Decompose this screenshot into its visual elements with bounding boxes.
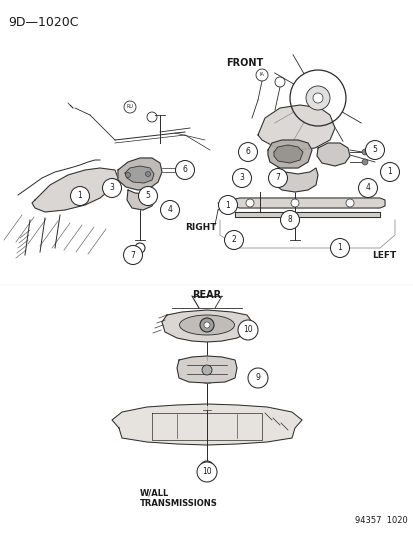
Text: •: •	[205, 465, 208, 471]
Circle shape	[380, 163, 399, 182]
Text: 8: 8	[287, 215, 292, 224]
Text: 94357  1020: 94357 1020	[354, 516, 407, 525]
Circle shape	[247, 368, 267, 388]
Text: 5: 5	[145, 191, 150, 200]
Polygon shape	[230, 198, 384, 208]
Circle shape	[358, 179, 377, 198]
Text: 6: 6	[245, 148, 250, 157]
Circle shape	[123, 246, 142, 264]
Text: 10: 10	[202, 467, 211, 477]
Text: RIGHT: RIGHT	[185, 223, 216, 232]
Circle shape	[204, 322, 209, 328]
Text: 6: 6	[182, 166, 187, 174]
Text: 4: 4	[365, 183, 370, 192]
Circle shape	[199, 318, 214, 332]
Circle shape	[135, 243, 145, 253]
Polygon shape	[274, 168, 317, 192]
Text: W/ALL
TRANSMISSIONS: W/ALL TRANSMISSIONS	[140, 488, 217, 508]
Circle shape	[160, 200, 179, 220]
Circle shape	[175, 160, 194, 180]
Circle shape	[138, 187, 157, 206]
Polygon shape	[316, 143, 349, 166]
Ellipse shape	[179, 315, 234, 335]
Circle shape	[361, 149, 367, 155]
Circle shape	[218, 196, 237, 214]
Circle shape	[330, 238, 349, 257]
Text: 1: 1	[225, 200, 230, 209]
Polygon shape	[112, 404, 301, 445]
Polygon shape	[235, 212, 379, 217]
Polygon shape	[273, 145, 302, 163]
Text: IA: IA	[259, 72, 264, 77]
Polygon shape	[257, 105, 334, 150]
Text: FRONT: FRONT	[226, 58, 263, 68]
Circle shape	[245, 199, 254, 207]
Circle shape	[232, 168, 251, 188]
Circle shape	[197, 462, 216, 482]
Circle shape	[238, 142, 257, 161]
Text: 9: 9	[255, 374, 260, 383]
Circle shape	[280, 211, 299, 230]
Circle shape	[237, 320, 257, 340]
Circle shape	[102, 179, 121, 198]
Text: 10: 10	[242, 326, 252, 335]
Circle shape	[199, 461, 214, 475]
Circle shape	[361, 159, 367, 165]
Polygon shape	[118, 158, 161, 190]
Circle shape	[268, 168, 287, 188]
Text: 7: 7	[275, 174, 280, 182]
Text: 4: 4	[167, 206, 172, 214]
Polygon shape	[177, 356, 236, 383]
Polygon shape	[161, 310, 252, 342]
Circle shape	[290, 199, 298, 207]
Circle shape	[145, 172, 150, 176]
Polygon shape	[125, 166, 154, 183]
Text: 5: 5	[372, 146, 377, 155]
Text: RU: RU	[126, 104, 133, 109]
Circle shape	[345, 199, 353, 207]
Text: 3: 3	[239, 174, 244, 182]
Text: 1: 1	[337, 244, 342, 253]
Polygon shape	[32, 168, 118, 212]
Text: 3: 3	[109, 183, 114, 192]
Polygon shape	[127, 190, 154, 210]
Circle shape	[202, 365, 211, 375]
Circle shape	[312, 93, 322, 103]
Text: 9D—1020C: 9D—1020C	[8, 16, 78, 29]
Circle shape	[365, 141, 384, 159]
Circle shape	[125, 173, 130, 177]
Text: 1: 1	[78, 191, 82, 200]
Text: 7: 7	[130, 251, 135, 260]
Circle shape	[70, 187, 89, 206]
Text: REAR: REAR	[192, 290, 221, 300]
Polygon shape	[267, 140, 311, 168]
Text: LEFT: LEFT	[371, 251, 395, 260]
Text: 1: 1	[387, 167, 392, 176]
Circle shape	[305, 86, 329, 110]
Text: 2: 2	[231, 236, 236, 245]
Circle shape	[224, 230, 243, 249]
